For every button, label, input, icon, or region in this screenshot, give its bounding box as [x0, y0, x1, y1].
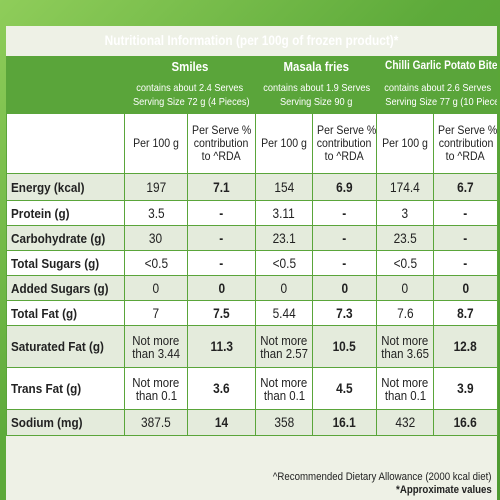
header-blank [6, 113, 125, 174]
per-100g-value: 432 [376, 409, 435, 436]
row-label: Trans Fat (g) [6, 367, 125, 410]
table-row: Energy (kcal) 197 7.1 154 6.9 174.4 6.7 [6, 173, 499, 201]
per-100g-value: 3 [376, 200, 435, 226]
product-name-masala-fries: Masala fries [255, 56, 378, 76]
per-100g-value: Not more than 3.44 [124, 325, 188, 368]
table-row: Trans Fat (g) Not more than 0.1 3.6 Not more… [6, 367, 499, 410]
per-100g-value: 30 [124, 225, 188, 251]
per-serve-value: - [312, 200, 378, 226]
per-100g-value: 387.5 [124, 409, 188, 436]
col-header-per-100g: Per 100 g [255, 113, 314, 174]
per-100g-value: <0.5 [124, 250, 188, 276]
row-label: Sodium (mg) [6, 409, 125, 436]
table-row: Carbohydrate (g) 30-23.1-23.5- [6, 225, 499, 251]
per-100g-value: Not more than 2.57 [255, 325, 314, 368]
row-label: Carbohydrate (g) [6, 225, 125, 251]
per-100g-value: 0 [376, 275, 435, 301]
per-serve-value: 0 [433, 275, 499, 301]
per-100g-value: 174.4 [376, 173, 435, 201]
per-serve-value: 14 [186, 409, 257, 436]
per-100g-value: 3.11 [255, 200, 314, 226]
col-header-per-100g: Per 100 g [376, 113, 435, 174]
per-serve-value: 4.5 [312, 367, 378, 410]
header-corner [6, 56, 125, 114]
per-100g-value: 0 [124, 275, 188, 301]
row-label: Added Sugars (g) [6, 275, 125, 301]
per-100g-value: Not more than 3.65 [376, 325, 435, 368]
product-name-chilli-garlic: Chilli Garlic Potato Bites [376, 56, 499, 76]
row-label: Saturated Fat (g) [6, 325, 125, 368]
table-row: Added Sugars (g) 0 0 0 0 0 0 [6, 275, 499, 301]
row-label: Energy (kcal) [6, 173, 125, 201]
per-100g-value: 23.5 [376, 225, 435, 251]
per-serve-value: 16.1 [312, 409, 378, 436]
per-serve-value: 6.7 [433, 173, 499, 201]
per-serve-value: - [186, 200, 257, 226]
per-serve-value: 6.9 [312, 173, 378, 201]
per-100g-value: 358 [255, 409, 314, 436]
per-100g-value: <0.5 [376, 250, 435, 276]
col-header-per-serve: Per Serve % contribution to ^RDA [186, 113, 257, 174]
serving-info-masala-fries: contains about 1.9 Serves Serving Size 90… [255, 75, 378, 114]
per-serve-value: 3.9 [433, 367, 499, 410]
per-serve-value: 0 [186, 275, 257, 301]
per-serve-value: - [433, 225, 499, 251]
per-serve-value: 10.5 [312, 325, 378, 368]
table-title: Nutritional Information (per 100g of fro… [104, 33, 399, 48]
per-100g-value: Not more than 0.1 [376, 367, 435, 410]
per-100g-value: 7.6 [376, 300, 435, 326]
per-serve-value: 12.8 [433, 325, 499, 368]
table-row: Total Fat (g) 7 7.5 5.44 7.3 7.6 8.7 [6, 300, 499, 326]
per-serve-value: 8.7 [433, 300, 499, 326]
row-label: Total Fat (g) [6, 300, 125, 326]
per-serve-value: 16.6 [433, 409, 499, 436]
per-100g-value: 154 [255, 173, 314, 201]
per-serve-value: 11.3 [186, 325, 257, 368]
per-100g-value: Not more than 0.1 [124, 367, 188, 410]
per-serve-value: 7.5 [186, 300, 257, 326]
col-header-per-serve: Per Serve % contribution to ^RDA [433, 113, 499, 174]
per-100g-value: 3.5 [124, 200, 188, 226]
per-serve-value: - [312, 225, 378, 251]
table-row: Saturated Fat (g) Not more than 3.44 11.3 No… [6, 325, 499, 368]
per-serve-value: - [433, 200, 499, 226]
per-serve-value: 7.1 [186, 173, 257, 201]
per-serve-value: 0 [312, 275, 378, 301]
col-header-per-serve: Per Serve % contribution to ^RDA [312, 113, 378, 174]
table-row: Sodium (mg) 387.5 14 358 16.1 432 16.6 [6, 409, 499, 436]
per-serve-value: - [433, 250, 499, 276]
per-serve-value: - [186, 250, 257, 276]
per-100g-value: 7 [124, 300, 188, 326]
per-serve-value: 7.3 [312, 300, 378, 326]
per-100g-value: Not more than 0.1 [255, 367, 314, 410]
per-serve-value: - [312, 250, 378, 276]
footnote-approx: *Approximate values [396, 484, 492, 496]
footnote-rda: ^Recommended Dietary Allowance (2000 kca… [273, 471, 492, 483]
table-row: Protein (g) 3.5-3.11-3- [6, 200, 499, 226]
table-row: Total Sugars (g) <0.5- <0.5- <0.5- [6, 250, 499, 276]
per-serve-value: 3.6 [186, 367, 257, 410]
row-label: Total Sugars (g) [6, 250, 125, 276]
serving-info-smiles: contains about 2.4 Serves Serving Size 72… [123, 75, 257, 114]
product-name-smiles: Smiles [123, 56, 257, 76]
row-label: Protein (g) [6, 200, 125, 226]
per-100g-value: <0.5 [255, 250, 314, 276]
col-header-per-100g: Per 100 g [124, 113, 188, 174]
per-100g-value: 23.1 [255, 225, 314, 251]
per-100g-value: 5.44 [255, 300, 314, 326]
nutrition-table: Smiles Masala fries Chilli Garlic Potato… [6, 56, 499, 436]
per-serve-value: - [186, 225, 257, 251]
per-100g-value: 0 [255, 275, 314, 301]
serving-info-chilli-garlic: contains about 2.6 Serves Serving Size 77… [376, 75, 499, 114]
per-100g-value: 197 [124, 173, 188, 201]
